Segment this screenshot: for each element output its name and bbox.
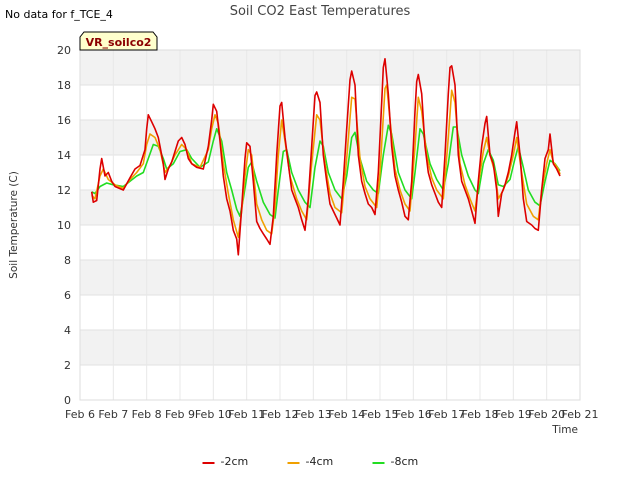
grid-band xyxy=(80,260,580,295)
x-tick-label: Feb 17 xyxy=(428,408,465,421)
x-tick-label: Feb 7 xyxy=(98,408,128,421)
x-tick-label: Feb 13 xyxy=(295,408,332,421)
legend: -2cm -4cm -8cm xyxy=(202,455,419,468)
x-tick-label: Feb 21 xyxy=(562,408,599,421)
plot-area-frame xyxy=(79,49,581,401)
y-axis-title: Soil Temperature (C) xyxy=(8,171,20,279)
x-tick-label: Feb 12 xyxy=(262,408,299,421)
y-tick-label: 6 xyxy=(64,289,71,302)
x-axis-title: Time xyxy=(551,424,578,436)
y-axis-ticks: 0 2 4 6 8 10 12 14 16 18 20 xyxy=(57,44,71,407)
y-tick-label: 10 xyxy=(57,219,71,232)
series-line-4cmcm xyxy=(91,84,561,239)
y-tick-label: 4 xyxy=(64,324,71,337)
x-tick-label: Feb 6 xyxy=(65,408,95,421)
x-tick-label: Feb 10 xyxy=(195,408,232,421)
legend-item: -8cm xyxy=(372,455,419,468)
y-tick-label: 18 xyxy=(57,79,71,92)
grid-band xyxy=(80,330,580,365)
series-line-8cmcm xyxy=(91,124,561,219)
x-tick-label: Feb 16 xyxy=(395,408,432,421)
x-tick-label: Feb 11 xyxy=(228,408,265,421)
y-tick-label: 14 xyxy=(57,149,71,162)
legend-label: -8cm xyxy=(391,455,419,468)
grid-band xyxy=(80,50,580,85)
x-tick-label: Feb 8 xyxy=(132,408,162,421)
site-badge: VR_soilco2 xyxy=(79,31,158,51)
y-tick-label: 20 xyxy=(57,44,71,57)
x-tick-label: Feb 15 xyxy=(362,408,399,421)
x-tick-label: Feb 18 xyxy=(462,408,499,421)
site-badge-label: VR_soilco2 xyxy=(86,36,152,49)
y-tick-label: 12 xyxy=(57,184,71,197)
no-data-note: No data for f_TCE_4 xyxy=(5,8,113,21)
site-badge-box xyxy=(79,31,158,51)
chart-title: Soil CO2 East Temperatures xyxy=(230,4,411,19)
y-tick-label: 16 xyxy=(57,114,71,127)
series-line-2cmcm xyxy=(90,58,561,256)
legend-item: -2cm xyxy=(202,455,249,468)
legend-label: -2cm xyxy=(221,455,249,468)
x-tick-label: Feb 14 xyxy=(328,408,365,421)
series-layer xyxy=(90,58,561,256)
x-tick-label: Feb 20 xyxy=(528,408,565,421)
y-tick-label: 2 xyxy=(64,359,71,372)
x-tick-label: Feb 9 xyxy=(165,408,195,421)
legend-label: -4cm xyxy=(306,455,334,468)
y-tick-label: 8 xyxy=(64,254,71,267)
x-tick-label: Feb 19 xyxy=(495,408,532,421)
legend-item: -4cm xyxy=(287,455,334,468)
y-tick-label: 0 xyxy=(64,394,71,407)
grid-band xyxy=(80,120,580,155)
